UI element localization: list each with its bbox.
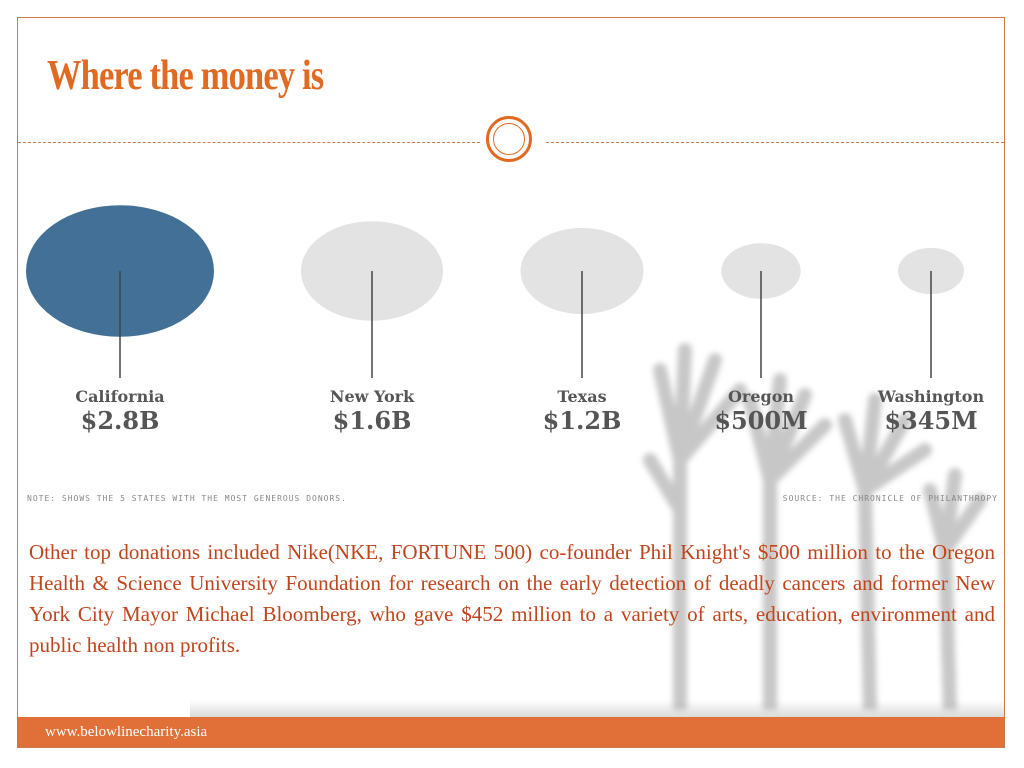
value-label-california: $2.8B [81, 406, 160, 435]
value-label-oregon: $500M [714, 406, 807, 435]
body-paragraph: Other top donations included Nike(NKE, F… [29, 540, 995, 657]
value-label-new-york: $1.6B [333, 406, 412, 435]
slide-title: Where the money is [47, 53, 324, 99]
value-label-texas: $1.2B [543, 406, 622, 435]
state-label-washington: Washington [877, 387, 985, 406]
state-label-oregon: Oregon [728, 387, 794, 406]
state-label-new-york: New York [330, 387, 415, 406]
raised-hands-image [643, 343, 987, 710]
state-label-texas: Texas [557, 387, 606, 406]
chart-note: NOTE: SHOWS THE 5 STATES WITH THE MOST G… [27, 494, 347, 503]
footer-shadow [190, 700, 1004, 718]
footer-url-link[interactable]: www.belowlinecharity.asia [45, 724, 208, 740]
value-label-washington: $345M [884, 406, 977, 435]
footer-bar: www.belowlinecharity.asia [18, 717, 1004, 747]
chart-source: SOURCE: THE CHRONICLE OF PHILANTHROPY [783, 494, 998, 503]
title-divider-right [546, 142, 1004, 143]
state-label-california: California [75, 387, 164, 406]
title-divider-left [18, 142, 480, 143]
divider-ring-ornament [486, 116, 532, 162]
